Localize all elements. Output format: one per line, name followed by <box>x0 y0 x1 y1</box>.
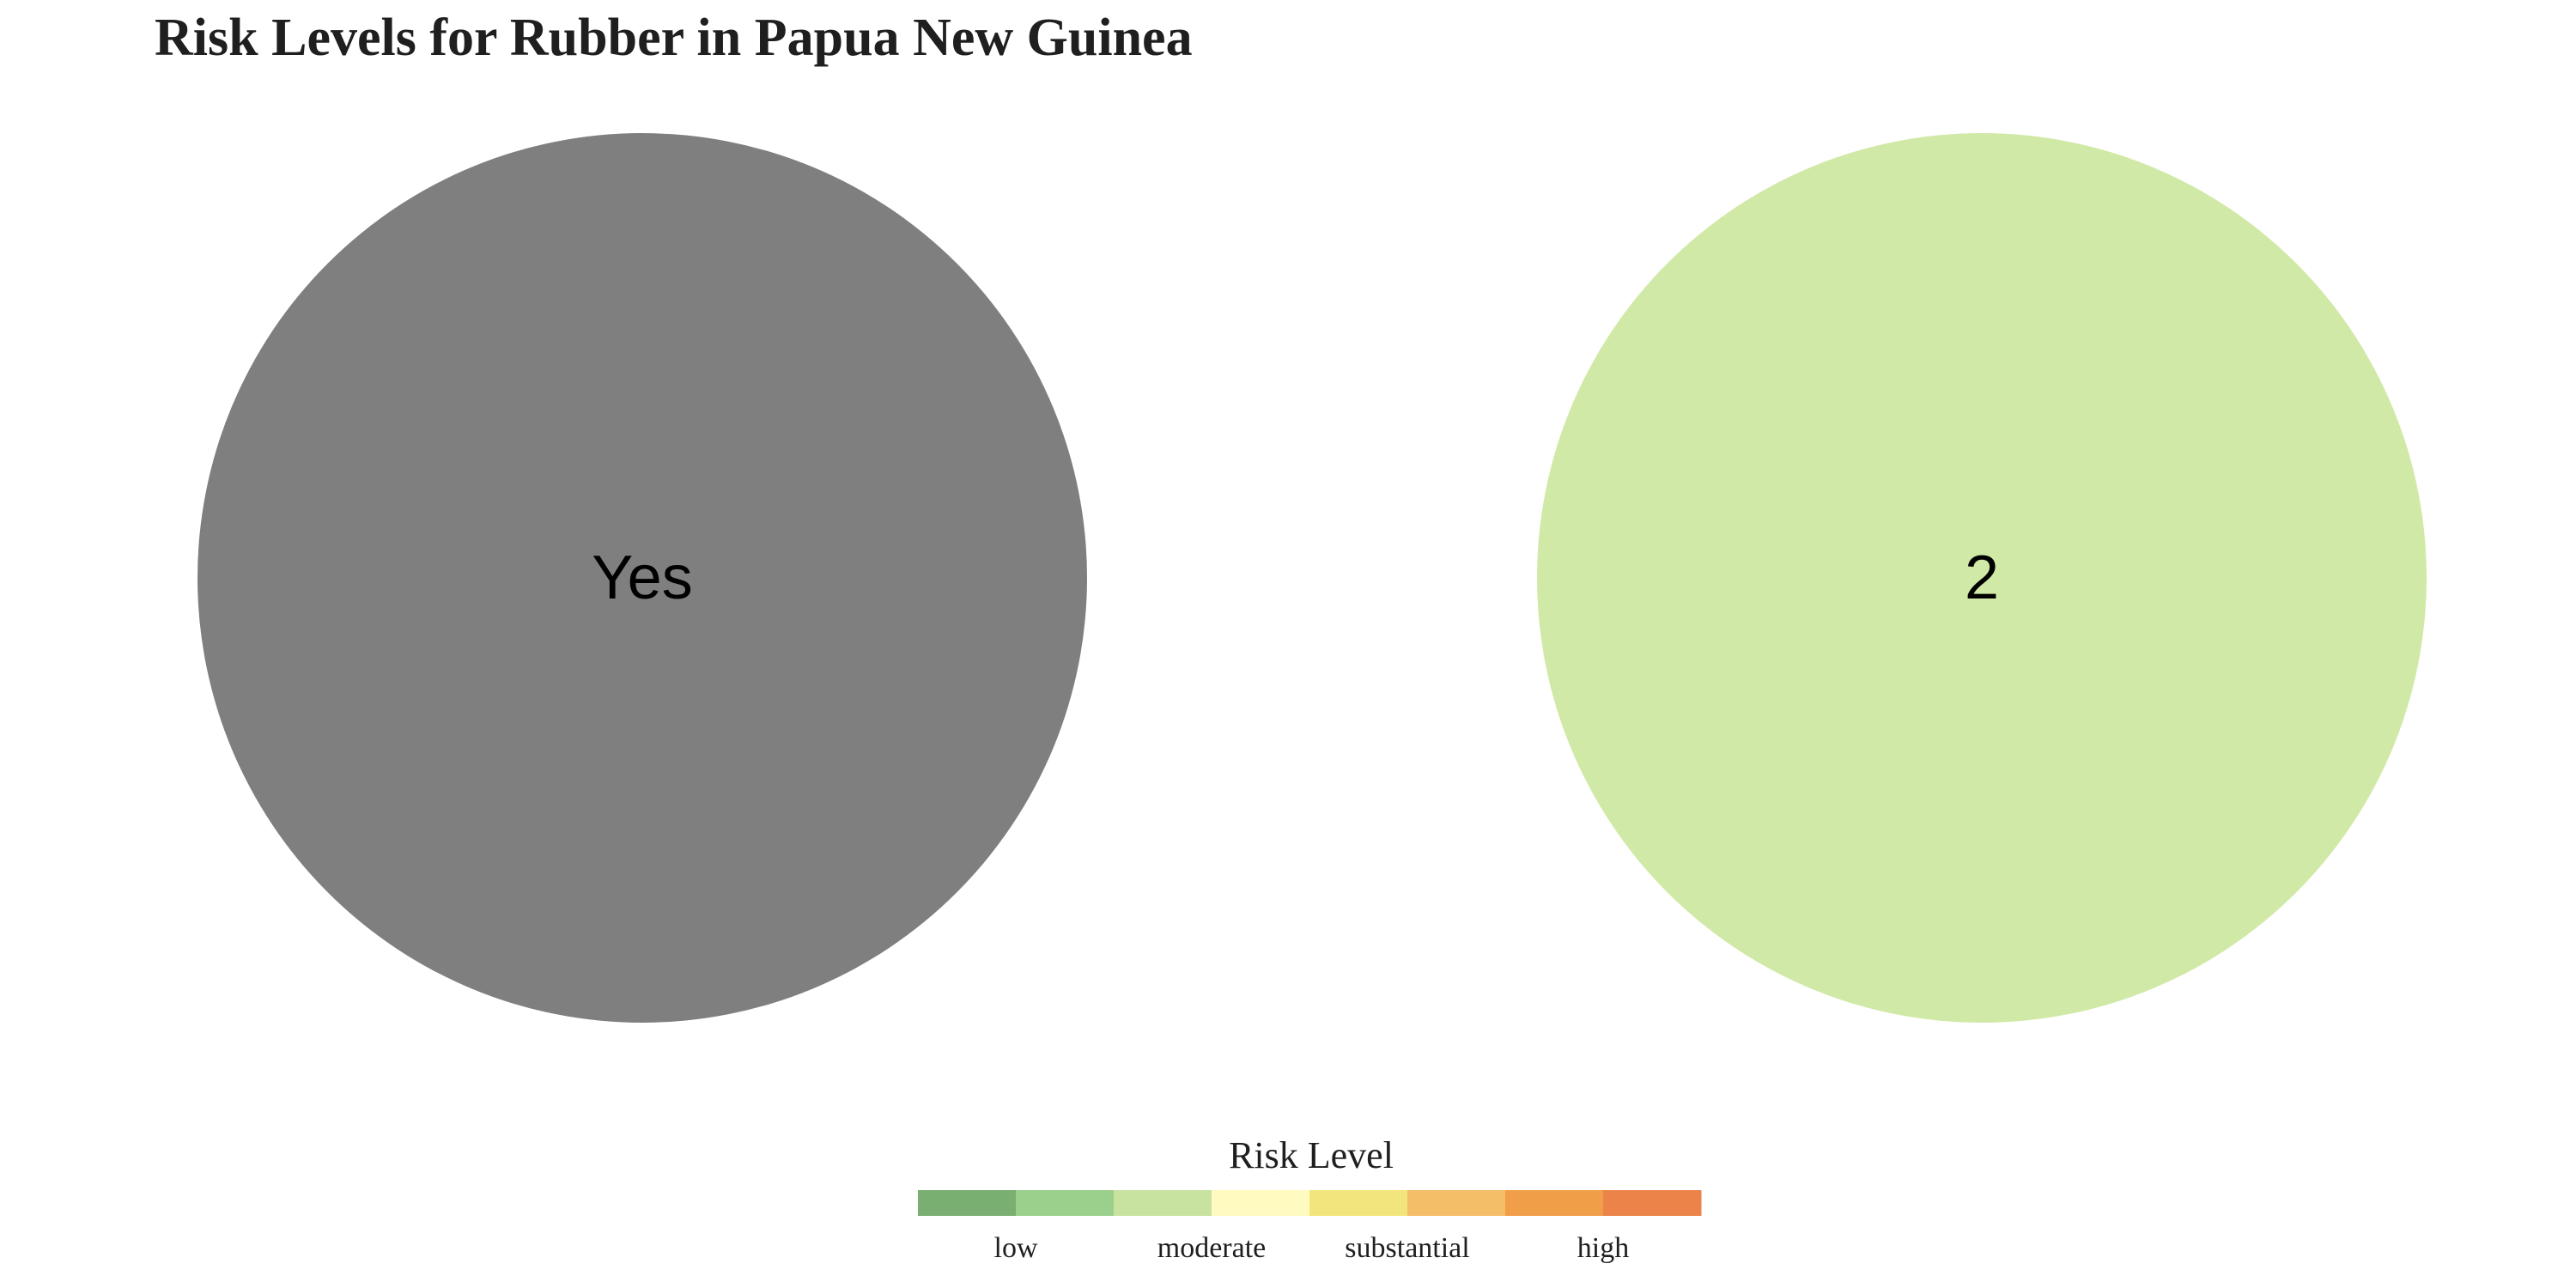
legend-label-moderate: moderate <box>1157 1232 1267 1264</box>
legend-swatch-3 <box>1114 1190 1212 1216</box>
legend-swatch-1 <box>918 1190 1017 1216</box>
slice-label-2: 2 <box>1965 544 1999 612</box>
risk-legend: Risk Level low moderate substantial high <box>918 1134 1702 1264</box>
chart-panels: Yes 2 <box>197 133 2427 1023</box>
legend-swatch-5 <box>1309 1190 1408 1216</box>
pie-slice-1 <box>197 133 1087 1023</box>
legend-swatch-2 <box>1016 1190 1115 1216</box>
legend-swatch-8 <box>1603 1190 1702 1216</box>
legend-title: Risk Level <box>1229 1134 1394 1176</box>
chart-title: Risk Levels for Rubber in Papua New Guin… <box>155 9 1193 67</box>
legend-swatch-7 <box>1505 1190 1604 1216</box>
legend-swatch-6 <box>1407 1190 1506 1216</box>
slice-label-1: Yes <box>592 544 692 612</box>
legend-swatches <box>918 1190 1702 1216</box>
legend-label-low: low <box>994 1232 1038 1264</box>
pie-slice-2 <box>1537 133 2427 1023</box>
legend-swatch-4 <box>1212 1190 1310 1216</box>
legend-labels: low moderate substantial high <box>994 1232 1630 1264</box>
legend-label-substantial: substantial <box>1345 1232 1469 1264</box>
legend-label-high: high <box>1577 1232 1629 1264</box>
